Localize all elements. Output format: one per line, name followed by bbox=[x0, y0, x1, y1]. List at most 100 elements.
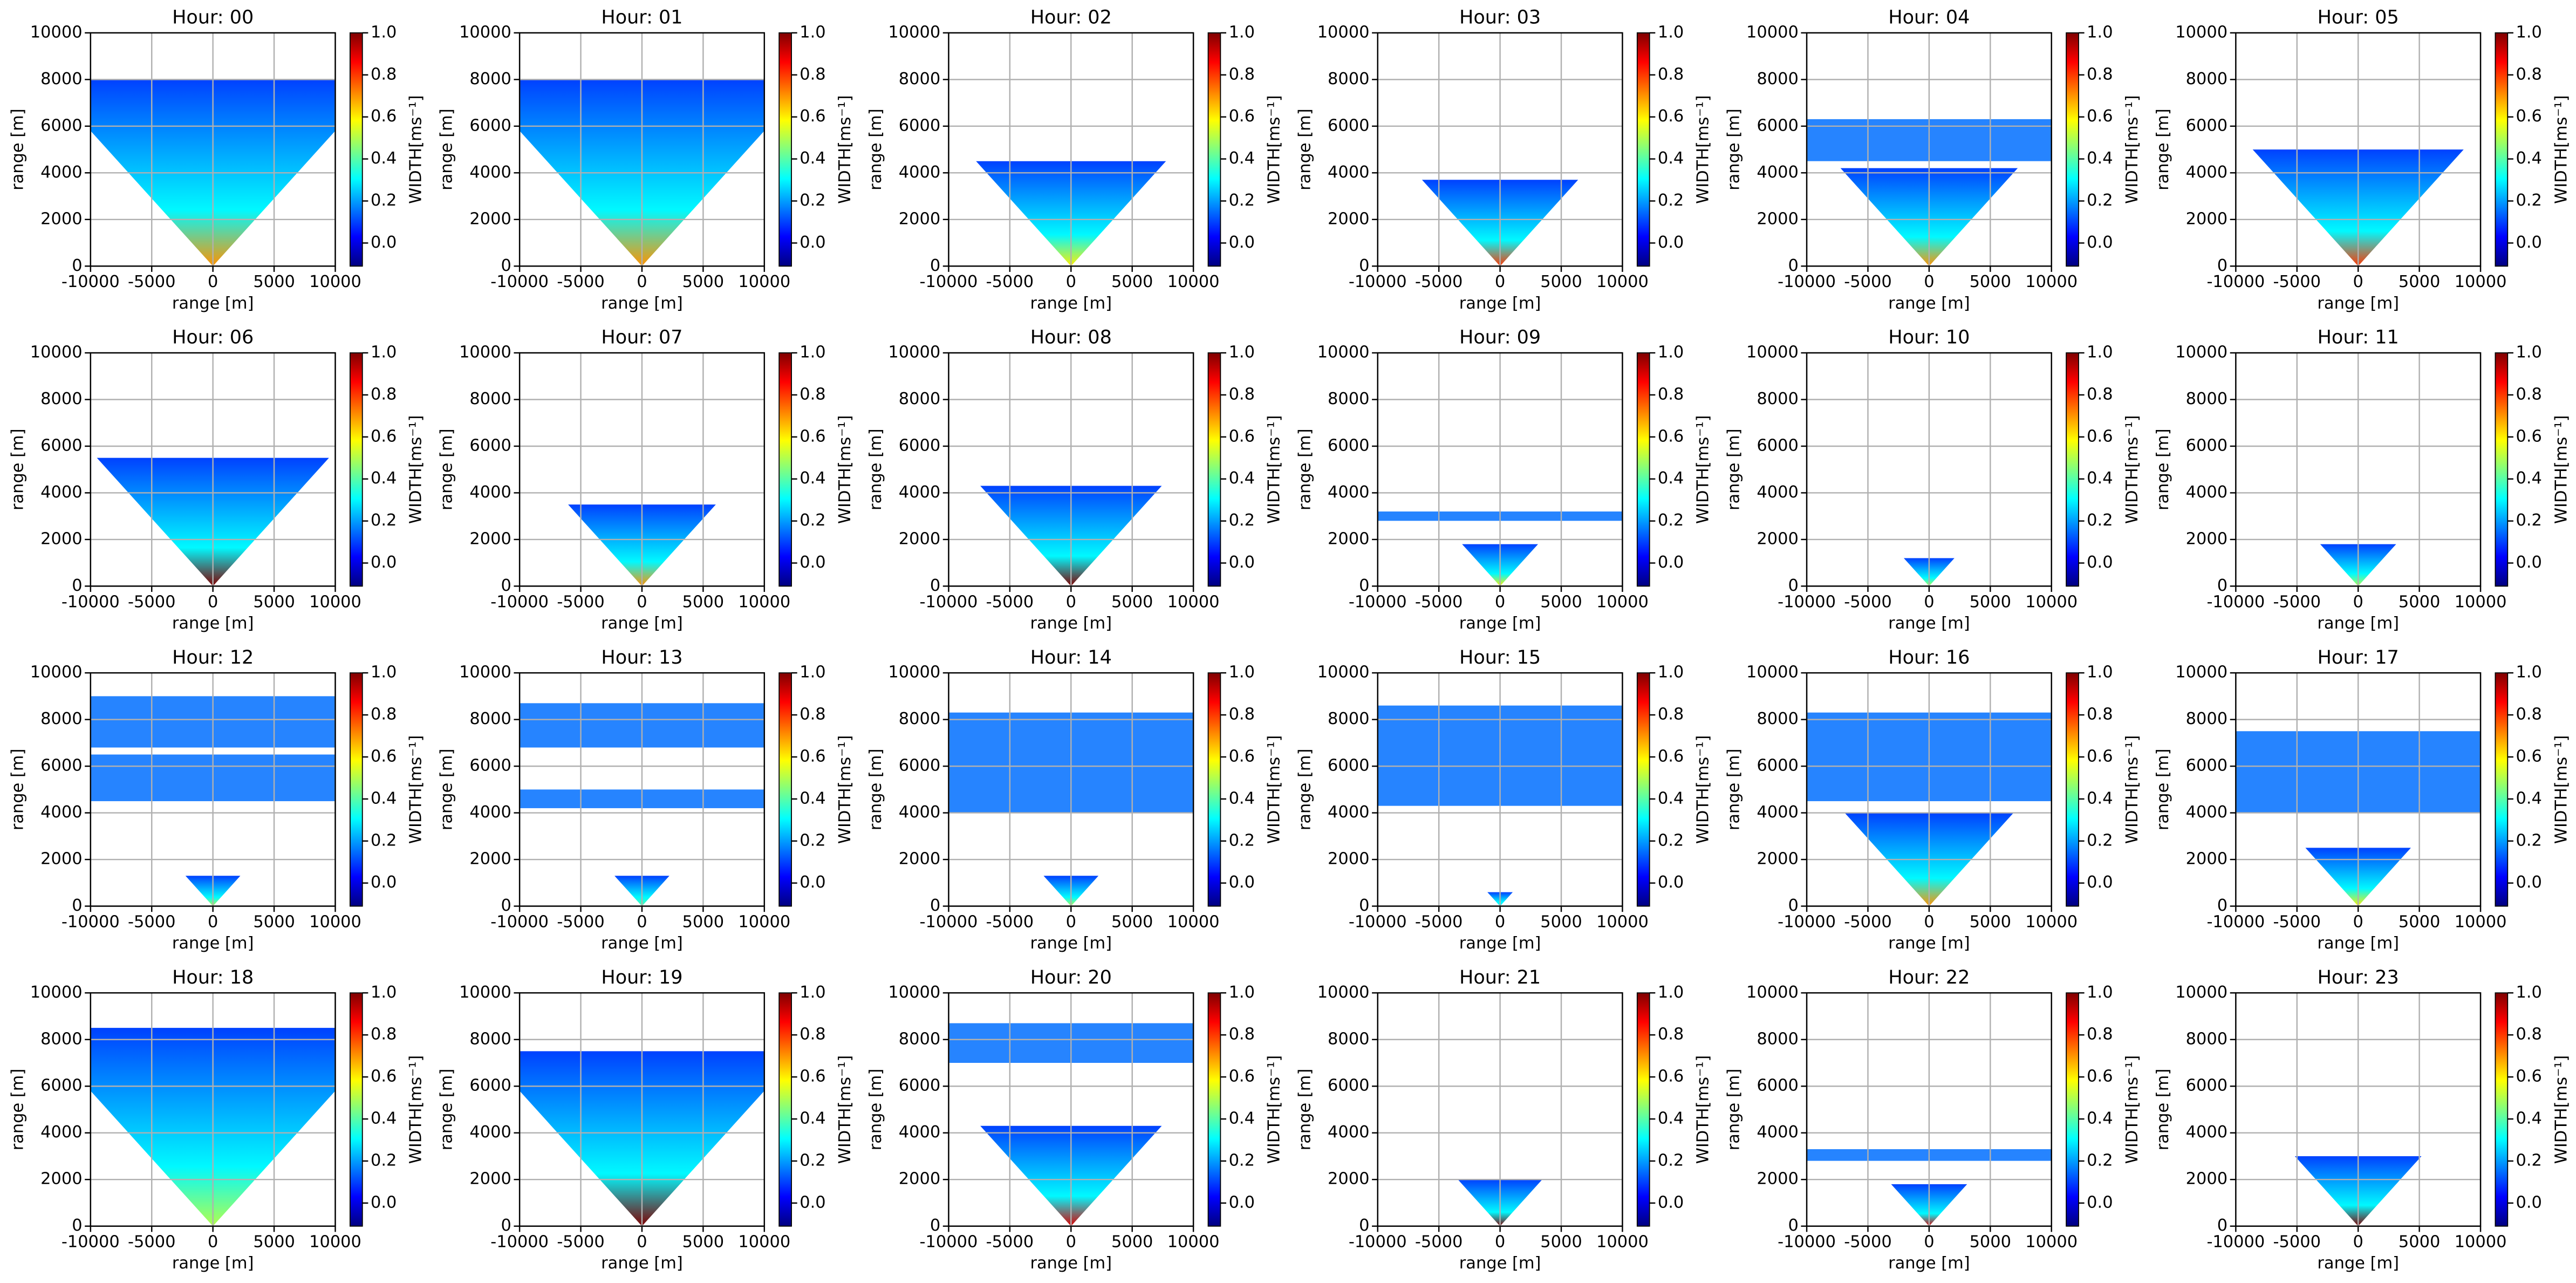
colorbar-tick-label: 1.0 bbox=[2087, 23, 2113, 42]
colorbar-label: WIDTH[ms⁻¹] bbox=[1694, 95, 1713, 204]
colorbar bbox=[2066, 352, 2079, 587]
axes-frame bbox=[1377, 992, 1623, 1227]
y-tick-label: 0 bbox=[1788, 1216, 1798, 1235]
colorbar-tick-label: 0.0 bbox=[1658, 233, 1684, 252]
colorbar-tick-label: 0.4 bbox=[1658, 149, 1684, 168]
colorbar-tick-label: 0.4 bbox=[2516, 149, 2541, 168]
x-tick-label: 10000 bbox=[738, 1233, 790, 1252]
y-tick-label: 2000 bbox=[469, 209, 511, 228]
x-tick-label: -5000 bbox=[557, 1233, 604, 1252]
y-tick-label: 6000 bbox=[1328, 436, 1369, 455]
y-tick-label: 4000 bbox=[1757, 163, 1798, 182]
colorbar-tick-label: 0.0 bbox=[800, 553, 825, 572]
y-tick-label: 10000 bbox=[459, 663, 511, 682]
colorbar-tick-label: 0.4 bbox=[2516, 469, 2541, 488]
colorbar-tick-label: 1.0 bbox=[2087, 663, 2113, 682]
colorbar-tick-label: 0.2 bbox=[2516, 191, 2541, 210]
y-tick-label: 10000 bbox=[30, 23, 83, 42]
y-tick-label: 4000 bbox=[1757, 1123, 1798, 1142]
x-tick-label: 0 bbox=[1924, 272, 1934, 291]
colorbar-tick-label: 0.8 bbox=[371, 1025, 397, 1044]
y-tick-label: 2000 bbox=[1757, 529, 1798, 548]
x-tick-label: 0 bbox=[1495, 272, 1505, 291]
axes-frame bbox=[948, 352, 1194, 587]
colorbar bbox=[1207, 352, 1221, 587]
y-tick-label: 6000 bbox=[40, 756, 82, 775]
x-tick-label: -10000 bbox=[490, 592, 549, 611]
colorbar-tick-label: 0.2 bbox=[2516, 1151, 2541, 1170]
colorbar-tick-label: 1.0 bbox=[1658, 23, 1684, 42]
x-tick-label: 5000 bbox=[1111, 1233, 1153, 1252]
colorbar-tick-label: 0.6 bbox=[2516, 1067, 2541, 1086]
colorbar-label: WIDTH[ms⁻¹] bbox=[407, 415, 426, 524]
x-tick-label: -5000 bbox=[128, 1233, 175, 1252]
colorbar-tick-label: 0.4 bbox=[800, 469, 825, 488]
y-tick-label: 2000 bbox=[1757, 850, 1798, 869]
x-tick-label: 0 bbox=[637, 272, 647, 291]
colorbar-tick-label: 0.2 bbox=[2516, 831, 2541, 850]
y-axis-label: range [m] bbox=[1295, 1069, 1314, 1151]
colorbar-tick-label: 0.8 bbox=[371, 705, 397, 724]
x-tick-label: 5000 bbox=[682, 912, 724, 931]
y-tick-label: 2000 bbox=[2186, 850, 2227, 869]
x-tick-label: 5000 bbox=[1540, 1233, 1582, 1252]
colorbar-tick-label: 1.0 bbox=[371, 663, 397, 682]
colorbar-tick-label: 0.2 bbox=[2087, 1151, 2113, 1170]
subplot-title: Hour: 05 bbox=[2318, 6, 2399, 28]
x-axis-label: range [m] bbox=[2317, 614, 2399, 633]
x-tick-label: 0 bbox=[637, 912, 647, 931]
subplot-title: Hour: 12 bbox=[172, 647, 254, 668]
y-axis-label: range [m] bbox=[1725, 749, 1744, 831]
x-tick-label: 0 bbox=[208, 912, 218, 931]
x-tick-label: 10000 bbox=[2455, 912, 2507, 931]
y-tick-label: 6000 bbox=[899, 756, 940, 775]
x-tick-label: 10000 bbox=[1167, 272, 1220, 291]
colorbar-tick-label: 0.2 bbox=[1658, 831, 1684, 850]
x-tick-label: 5000 bbox=[2399, 1233, 2440, 1252]
colorbar-label: WIDTH[ms⁻¹] bbox=[1265, 1055, 1283, 1164]
y-tick-label: 0 bbox=[2217, 896, 2227, 915]
subplot: -10000 -5000 0 5000 10000 0 2000 4000 6000 8000 10… bbox=[866, 647, 1283, 953]
colorbar-tick-label: 0.6 bbox=[2087, 747, 2113, 766]
x-tick-label: 0 bbox=[1924, 1233, 1934, 1252]
y-tick-label: 0 bbox=[72, 256, 82, 275]
y-tick-label: 6000 bbox=[40, 436, 82, 455]
y-tick-label: 4000 bbox=[469, 803, 511, 822]
y-tick-label: 10000 bbox=[2175, 983, 2227, 1002]
colorbar-label: WIDTH[ms⁻¹] bbox=[836, 95, 855, 204]
colorbar-tick-label: 0.0 bbox=[2087, 233, 2113, 252]
x-tick-label: -10000 bbox=[920, 912, 978, 931]
y-tick-label: 6000 bbox=[469, 1076, 511, 1095]
y-tick-label: 2000 bbox=[1328, 850, 1369, 869]
colorbar-tick-label: 0.0 bbox=[371, 553, 397, 572]
colorbar-tick-label: 1.0 bbox=[1658, 663, 1684, 682]
y-tick-label: 8000 bbox=[2186, 1029, 2227, 1048]
subplot: -10000 -5000 0 5000 10000 0 2000 4000 6000 8000 10… bbox=[1725, 967, 2142, 1273]
subplot-title: Hour: 22 bbox=[1888, 967, 1970, 988]
x-axis-label: range [m] bbox=[1030, 934, 1112, 953]
x-tick-label: -10000 bbox=[1778, 1233, 1836, 1252]
x-tick-label: 0 bbox=[1066, 1233, 1076, 1252]
y-tick-label: 10000 bbox=[459, 343, 511, 362]
axes-frame bbox=[1377, 32, 1623, 267]
colorbar bbox=[349, 352, 363, 587]
y-tick-label: 0 bbox=[2217, 576, 2227, 595]
colorbar bbox=[1636, 352, 1650, 587]
y-tick-label: 2000 bbox=[40, 209, 82, 228]
y-tick-label: 0 bbox=[501, 1216, 511, 1235]
x-tick-label: 0 bbox=[1495, 1233, 1505, 1252]
colorbar-tick-label: 0.4 bbox=[2516, 1109, 2541, 1128]
subplot-title: Hour: 14 bbox=[1030, 647, 1112, 668]
x-tick-label: 5000 bbox=[1111, 272, 1153, 291]
subplot-title: Hour: 20 bbox=[1030, 967, 1112, 988]
x-tick-label: 10000 bbox=[1596, 592, 1649, 611]
colorbar-label: WIDTH[ms⁻¹] bbox=[407, 735, 426, 844]
x-axis-label: range [m] bbox=[172, 934, 254, 953]
y-axis-label: range [m] bbox=[8, 428, 27, 510]
y-tick-label: 6000 bbox=[1328, 756, 1369, 775]
colorbar-tick-label: 0.4 bbox=[800, 149, 825, 168]
subplot: -10000 -5000 0 5000 10000 0 2000 4000 6000 8000 10… bbox=[8, 6, 425, 312]
subplot: -10000 -5000 0 5000 10000 0 2000 4000 6000 8000 10… bbox=[438, 647, 855, 953]
x-axis-label: range [m] bbox=[1888, 934, 1970, 953]
